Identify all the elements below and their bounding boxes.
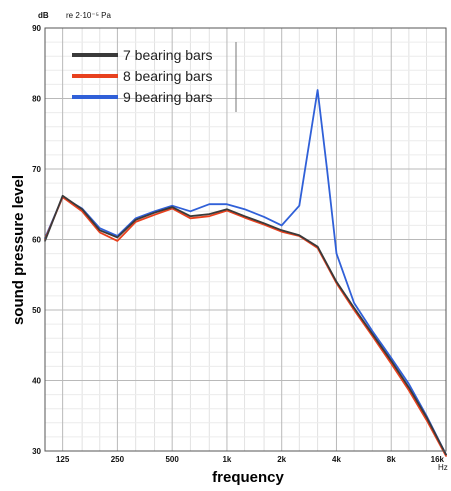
legend: 7 bearing bars 8 bearing bars 9 bearing ba… [72,42,237,112]
legend-label: 9 bearing bars [123,89,213,105]
y-tick-label: 70 [32,165,41,174]
y-tick-label: 40 [32,377,41,386]
series-line [44,196,447,457]
y-tick-label: 90 [32,24,41,33]
plot-frame [44,27,447,452]
x-tick-label: 125 [56,455,70,464]
x-axis-title: frequency [212,469,284,486]
x-tick-label: 2k [277,455,286,464]
y-tick-labels: 30 40 50 60 70 80 90 [32,24,41,456]
series-line [44,89,447,456]
y-tick-label: 50 [32,306,41,315]
y-tick-label: 30 [32,447,41,456]
series-line [44,194,447,456]
y-reference-label: re 2·10⁻⁵ Pa [66,11,111,20]
x-tick-label: 250 [111,455,125,464]
x-tick-labels: 125 250 500 1k 2k 4k 8k 16k [56,455,445,464]
x-tick-label: 4k [332,455,341,464]
legend-label: 7 bearing bars [123,47,213,63]
y-unit-label: dB [38,11,49,20]
y-tick-label: 80 [32,95,41,104]
legend-label: 8 bearing bars [123,68,213,84]
x-tick-label: 16k [431,455,445,464]
series-lines [44,89,447,457]
x-unit-label: Hz [438,463,448,472]
y-axis-title: sound pressure level [10,175,27,325]
x-tick-label: 8k [387,455,396,464]
x-tick-label: 500 [165,455,179,464]
x-tick-label: 1k [222,455,231,464]
y-tick-label: 60 [32,236,41,245]
